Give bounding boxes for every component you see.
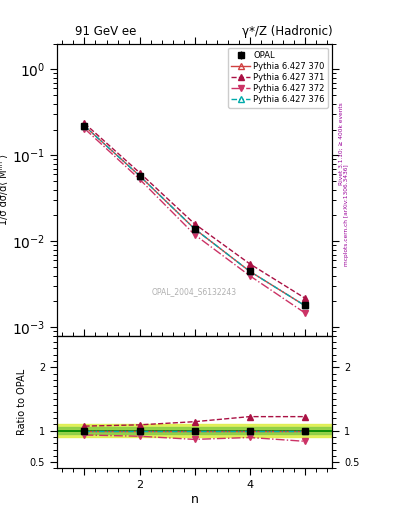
Pythia 6.427 370 [247, 268, 252, 274]
Pythia 6.427 372 [137, 176, 142, 182]
Y-axis label: 1/σ dσ/d⟨ Mⁿᴴ ⟩: 1/σ dσ/d⟨ Mⁿᴴ ⟩ [0, 154, 9, 225]
Pythia 6.427 370 [82, 123, 87, 129]
Line: Pythia 6.427 372: Pythia 6.427 372 [82, 126, 307, 315]
Pythia 6.427 370 [137, 173, 142, 179]
Pythia 6.427 376 [137, 173, 142, 179]
X-axis label: n: n [191, 493, 198, 506]
Text: OPAL_2004_S6132243: OPAL_2004_S6132243 [152, 287, 237, 296]
Line: Pythia 6.427 370: Pythia 6.427 370 [82, 123, 307, 308]
Line: Pythia 6.427 376: Pythia 6.427 376 [82, 123, 307, 308]
Pythia 6.427 371 [137, 169, 142, 176]
Text: Rivet 3.1.10; ≥ 400k events: Rivet 3.1.10; ≥ 400k events [339, 102, 344, 185]
Y-axis label: Ratio to OPAL: Ratio to OPAL [17, 369, 27, 435]
Pythia 6.427 376 [192, 226, 197, 232]
Text: γ*/Z (Hadronic): γ*/Z (Hadronic) [242, 25, 332, 37]
Pythia 6.427 370 [192, 226, 197, 232]
Pythia 6.427 376 [82, 123, 87, 129]
Pythia 6.427 370 [302, 302, 307, 308]
Text: mcplots.cern.ch [arXiv:1306.3436]: mcplots.cern.ch [arXiv:1306.3436] [344, 164, 349, 266]
Pythia 6.427 376 [302, 302, 307, 308]
Line: Pythia 6.427 371: Pythia 6.427 371 [82, 120, 307, 301]
Pythia 6.427 372 [302, 310, 307, 316]
Pythia 6.427 371 [192, 221, 197, 227]
Pythia 6.427 372 [82, 125, 87, 132]
Pythia 6.427 372 [192, 231, 197, 238]
Legend: OPAL, Pythia 6.427 370, Pythia 6.427 371, Pythia 6.427 372, Pythia 6.427 376: OPAL, Pythia 6.427 370, Pythia 6.427 371… [228, 48, 328, 108]
Pythia 6.427 376 [247, 268, 252, 274]
Pythia 6.427 371 [247, 261, 252, 267]
Pythia 6.427 371 [82, 120, 87, 126]
Pythia 6.427 372 [247, 272, 252, 279]
Pythia 6.427 371 [302, 295, 307, 301]
Text: 91 GeV ee: 91 GeV ee [75, 25, 137, 37]
